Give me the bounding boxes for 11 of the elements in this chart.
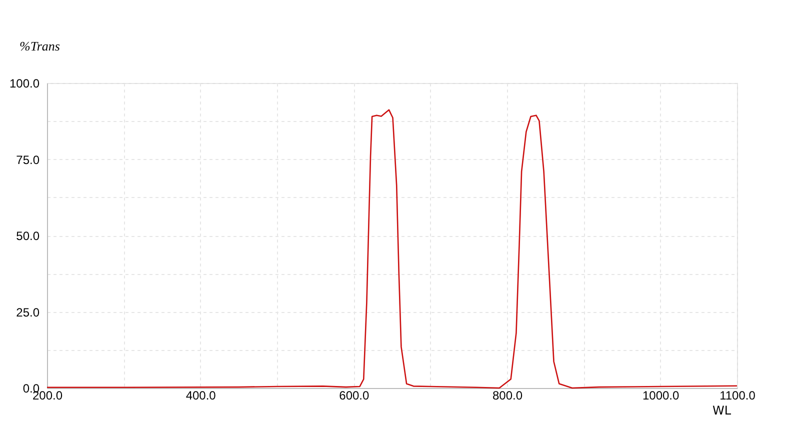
y-tick-label: 75.0	[16, 152, 40, 167]
x-axis-title: WL	[712, 404, 732, 418]
x-tick-label: 1100.0	[720, 388, 756, 402]
x-tick-label: 600.0	[339, 388, 370, 402]
x-tick-label: 800.0	[492, 388, 523, 402]
x-tick-label: 400.0	[186, 388, 216, 402]
y-tick-label: 25.0	[16, 305, 40, 320]
y-axis-title: %Trans	[20, 38, 60, 54]
y-tick-label: 100.0	[9, 76, 40, 90]
x-tick-label: 1000.0	[642, 388, 680, 402]
y-tick-label: 50.0	[16, 229, 40, 243]
